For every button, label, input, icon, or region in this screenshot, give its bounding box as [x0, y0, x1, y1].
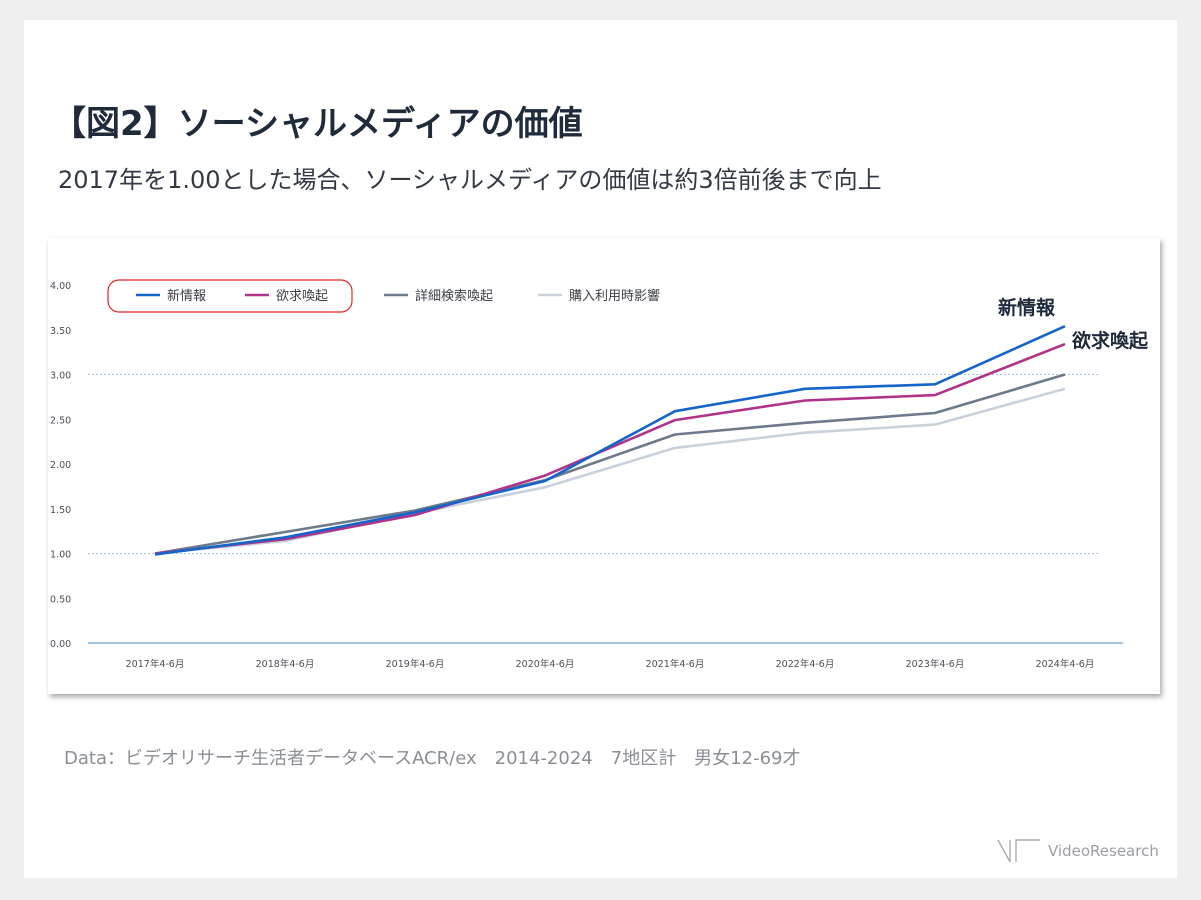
x-tick-label: 2024年4-6月 [1036, 658, 1095, 670]
page-subtitle: 2017年を1.00とした場合、ソーシャルメディアの価値は約3倍前後まで向上 [58, 166, 882, 194]
legend-label: 欲求喚起 [276, 288, 328, 304]
legend-label: 詳細検索喚起 [415, 288, 493, 304]
series-end-label: 欲求喚起 [1071, 329, 1149, 352]
y-tick-label: 1.50 [50, 505, 71, 516]
series-line [154, 373, 1066, 555]
y-tick-label: 3.00 [50, 371, 71, 382]
chart-svg: 0.00 0.50 1.00 1.50 2.00 2.50 3.00 3.50 4.00 2017… [50, 279, 1149, 670]
y-tick-label: 2.00 [50, 460, 71, 471]
logo-mark-icon [997, 839, 1040, 863]
legend-label: 新情報 [167, 288, 206, 304]
data-source-note: Data：ビデオリサーチ生活者データベースACR/ex 2014-2024 7地… [64, 748, 801, 769]
x-tick-label: 2020年4-6月 [516, 658, 575, 670]
x-tick-label: 2017年4-6月 [126, 658, 185, 670]
logo-text: VideoResearch [1048, 842, 1159, 860]
y-tick-label: 4.00 [50, 281, 71, 292]
series-line [154, 325, 1066, 556]
page-title: 【図2】ソーシャルメディアの価値 [52, 104, 583, 144]
series-end-label: 新情報 [998, 296, 1056, 319]
series-line [154, 342, 1066, 555]
x-tick-label: 2022年4-6月 [776, 658, 835, 670]
x-tick-label: 2018年4-6月 [256, 658, 315, 670]
y-tick-label: 2.50 [50, 415, 71, 426]
x-tick-label: 2023年4-6月 [906, 658, 965, 670]
x-tick-label: 2019年4-6月 [386, 658, 445, 670]
y-tick-label: 1.00 [50, 550, 71, 561]
y-tick-label: 0.50 [50, 594, 71, 605]
legend-highlight-box [107, 279, 353, 313]
video-research-logo: VideoResearch [996, 838, 1159, 864]
line-chart: 0.00 0.50 1.00 1.50 2.00 2.50 3.00 3.50 4.00 2017… [48, 238, 1160, 694]
x-tick-label: 2021年4-6月 [646, 658, 705, 670]
y-tick-label: 3.50 [50, 326, 71, 337]
y-tick-label: 0.00 [50, 639, 71, 650]
legend-label: 購入利用時影響 [569, 288, 660, 304]
